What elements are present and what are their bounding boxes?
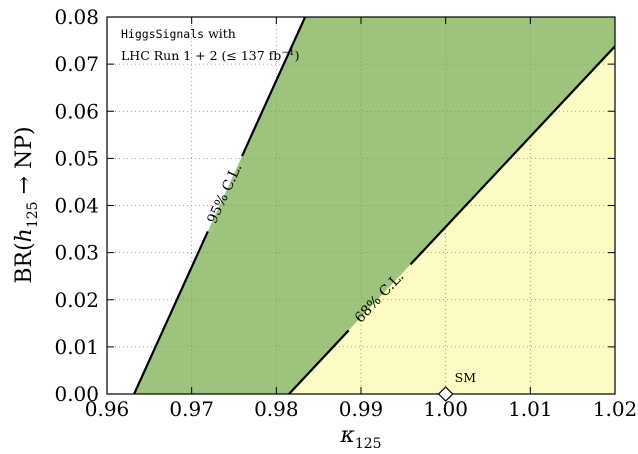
contour-95-line — [241, 17, 307, 157]
x-tick-label: 0.97 — [169, 397, 214, 421]
y-tick-label: 0.03 — [54, 241, 99, 265]
y-tick-label: 0.07 — [54, 52, 99, 76]
y-axis-title: BR(h125 → NP) — [12, 126, 41, 283]
sm-point-marker — [437, 386, 454, 402]
x-axis-title: κ125 — [339, 423, 381, 450]
contour-68-line — [287, 329, 350, 394]
y-tick-label: 0.04 — [54, 194, 99, 218]
x-tick-label: 0.96 — [85, 397, 130, 421]
annotation-line-1: HiggsSignals with — [121, 26, 236, 41]
y-tick-label: 0.05 — [54, 146, 99, 170]
sm-point-label: SM — [455, 370, 477, 385]
y-tick-label: 0.08 — [54, 5, 99, 29]
x-tick-label: 1.02 — [593, 397, 638, 421]
y-tick-label: 0.06 — [54, 99, 99, 123]
y-tick-label: 0.01 — [54, 335, 99, 359]
x-tick-label: 1.01 — [508, 397, 553, 421]
y-tick-label: 0.00 — [54, 382, 99, 406]
annotation-line-2: LHC Run 1 + 2 (≤ 137 fb−1) — [121, 48, 299, 63]
band-95-cl — [134, 17, 615, 394]
y-tick-label: 0.02 — [54, 288, 99, 312]
x-tick-label: 0.98 — [254, 397, 299, 421]
annotation-tool-name: HiggsSignals — [121, 27, 204, 41]
x-tick-label: 0.99 — [339, 397, 384, 421]
contour-95-line — [132, 230, 209, 394]
contour-68-line — [409, 44, 615, 266]
